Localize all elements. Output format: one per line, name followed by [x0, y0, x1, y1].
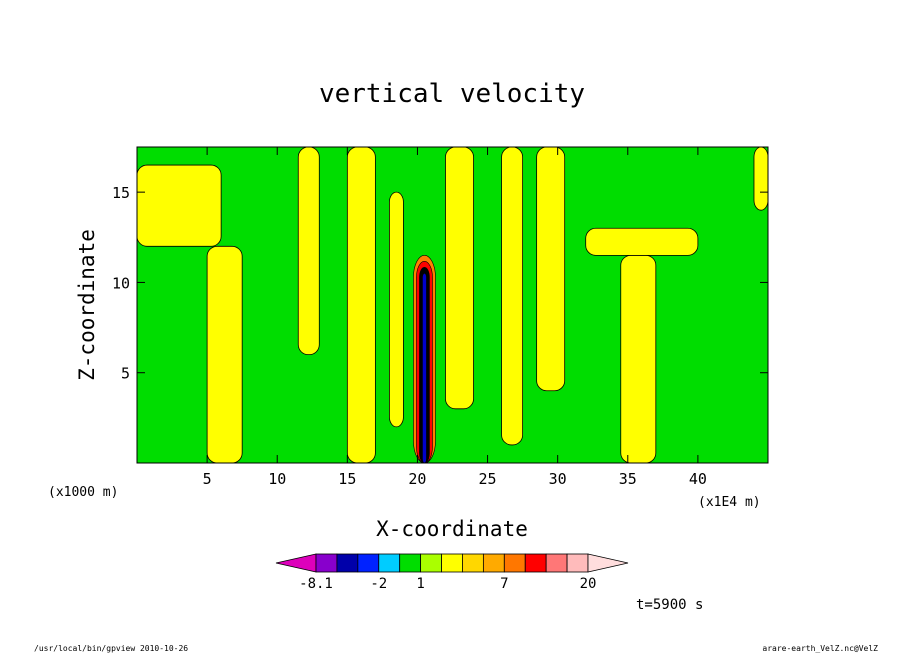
colorbar-swatch	[336, 553, 359, 573]
colorbar-swatch	[420, 553, 442, 573]
colorbar-min-triangle	[275, 553, 317, 573]
x-tick-label: 35	[619, 470, 637, 488]
x-tick-label: 30	[549, 470, 567, 488]
colorbar-swatch	[378, 553, 401, 573]
colorbar-swatch	[315, 553, 338, 573]
x-tick-label: 25	[479, 470, 497, 488]
positive-zone	[501, 147, 524, 446]
core-level	[422, 273, 427, 463]
x-tick-label: 20	[408, 470, 426, 488]
colorbar-swatch	[503, 553, 526, 573]
positive-zone	[585, 227, 699, 256]
y-axis-label: Z-coordinate	[75, 229, 99, 381]
colorbar	[275, 553, 629, 573]
chart-title: vertical velocity	[319, 79, 585, 109]
colorbar-swatch	[524, 553, 547, 573]
colorbar-swatch	[462, 553, 484, 573]
y-axis-ticks: 5 10 15	[112, 184, 768, 383]
footer-right: arare-earth_VelZ.nc@VelZ	[762, 644, 878, 653]
positive-zone	[206, 245, 243, 463]
colorbar-swatch	[399, 553, 422, 573]
x-tick-label: 15	[338, 470, 356, 488]
colorbar-max-triangle	[587, 553, 629, 573]
positive-zone	[753, 147, 768, 211]
contour-plot-area	[137, 147, 768, 463]
x-unit-left: (x1000 m)	[48, 485, 118, 500]
positive-zone	[137, 164, 222, 247]
x-tick-label: 40	[689, 470, 707, 488]
convective-core	[413, 255, 436, 463]
x-axis-label: X-coordinate	[376, 517, 528, 541]
colorbar-swatch	[482, 553, 505, 573]
colorbar-tick-labels: -8.1 -2 1 7 20	[299, 576, 596, 592]
positive-zone	[297, 147, 320, 356]
colorbar-swatch	[545, 553, 568, 573]
colorbar-swatch	[441, 553, 463, 573]
colorbar-tick-label: 7	[500, 576, 508, 592]
colorbar-swatch	[357, 553, 380, 573]
x-tick-label: 10	[268, 470, 286, 488]
colorbar-tick-label: -2	[370, 576, 387, 592]
positive-zone	[346, 147, 376, 463]
y-tick-label: 5	[121, 365, 130, 383]
colorbar-swatch	[566, 553, 589, 573]
colorbar-tick-label: 1	[416, 576, 424, 592]
x-unit-right: (x1E4 m)	[698, 495, 761, 510]
x-axis-ticks: 5 10 15 20 25 30 35 40	[203, 147, 707, 488]
footer-left: /usr/local/bin/gpview 2010-10-26	[34, 644, 188, 653]
positive-zone	[536, 147, 566, 392]
positive-zone	[388, 191, 404, 428]
plot-frame	[136, 146, 769, 464]
positive-zone	[445, 147, 474, 410]
positive-zone	[620, 254, 657, 463]
colorbar-tick-label: 20	[580, 576, 597, 592]
y-tick-label: 10	[112, 274, 130, 292]
y-tick-label: 15	[112, 184, 130, 202]
colorbar-tick-label: -8.1	[299, 576, 333, 592]
x-tick-label: 5	[203, 470, 212, 488]
time-label: t=5900 s	[636, 597, 703, 613]
positive-velocity-zones	[137, 147, 768, 463]
